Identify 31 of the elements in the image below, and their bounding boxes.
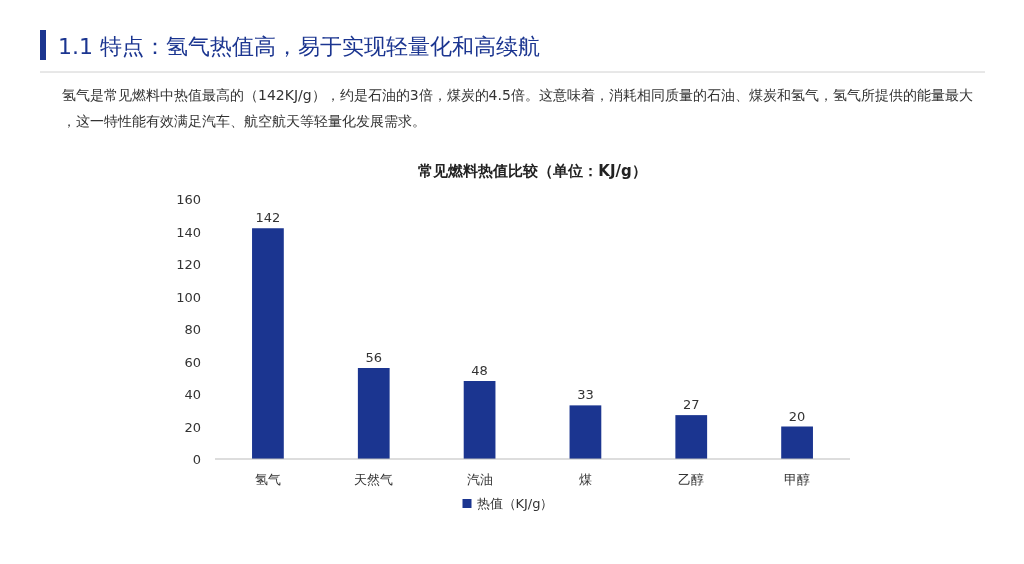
bar: [357, 368, 390, 459]
text: 1.1 特点：氢气热值高，易于实现轻量化和高续航: [58, 34, 540, 59]
data-label: 20: [788, 408, 806, 424]
x-tick-label: 煤: [578, 472, 592, 487]
text: 氢气是常见燃料中热值最高的（142KJ/g），约是石油的3倍，煤炭的4.5倍。这意味着，消耗相同质量的石油、煤炭和氢气，氢气所提供的能量最大，这一特性能有效满足汽车、航空航天等轻量化发展需求。: [62, 87, 973, 129]
bar: [252, 228, 284, 459]
legend-label: 热值（KJ/g）: [476, 496, 554, 511]
y-tick-label: 160: [176, 192, 201, 207]
bar: [675, 415, 708, 459]
bar: [569, 405, 602, 459]
y-tick-label: 140: [176, 224, 201, 240]
data-label: 27: [682, 397, 700, 413]
y-tick-label: 40: [184, 387, 201, 402]
data-label: 48: [471, 363, 488, 378]
bar: [781, 426, 813, 459]
y-tick-label: 60: [184, 354, 201, 370]
x-tick-label: 乙醇: [678, 472, 705, 487]
y-tick-label: 0: [192, 452, 201, 467]
x-tick-label: 甲醇: [784, 472, 811, 487]
bar: [463, 381, 496, 459]
x-tick-label: 汽油: [466, 472, 493, 487]
data-label: 33: [577, 387, 594, 403]
y-tick-label: 100: [176, 289, 201, 305]
x-tick-label: 天然气: [354, 472, 394, 487]
y-tick-label: 80: [184, 322, 201, 337]
y-tick-label: 20: [184, 419, 201, 435]
y-tick-label: 120: [176, 257, 201, 272]
chart-title: 常见燃料热值比较（单位：KJ/g）: [418, 162, 647, 180]
data-label: 142: [255, 210, 281, 226]
data-label: 56: [365, 350, 383, 365]
x-tick-label: 氢气: [254, 472, 281, 487]
